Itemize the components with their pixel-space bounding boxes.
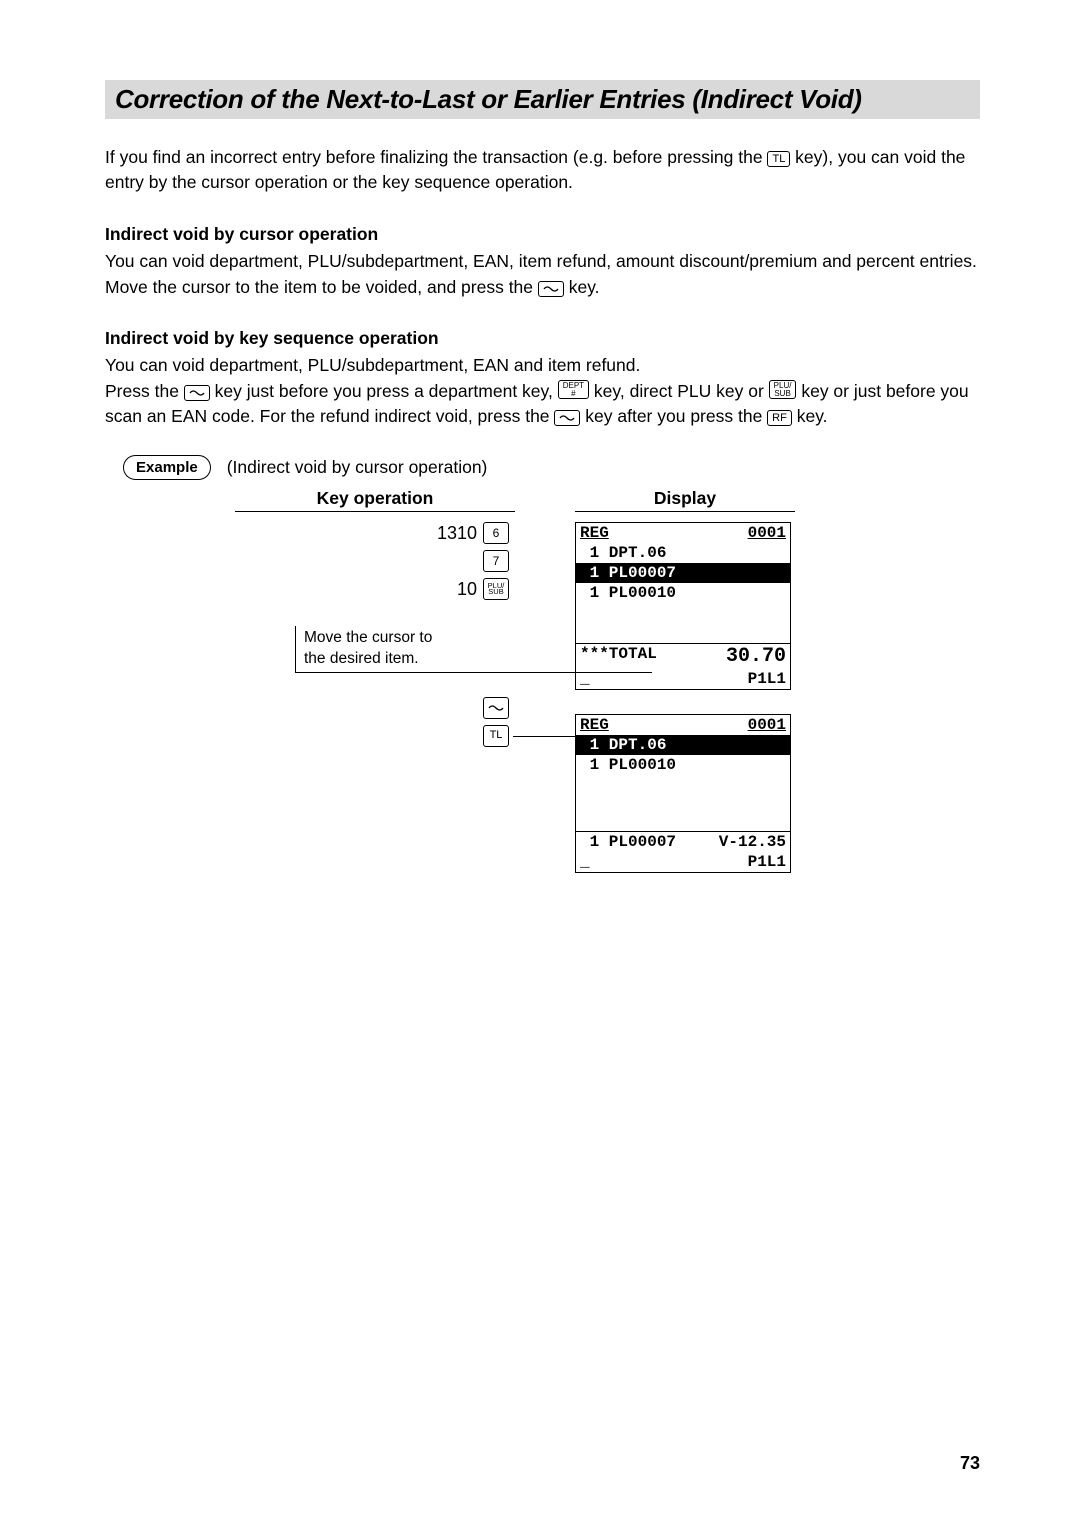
display-row-void: 1 PL00007V-12.35 (576, 831, 790, 852)
keyseq-void-p2: Press the key just before you press a de… (105, 379, 980, 430)
key-row-void (483, 697, 509, 719)
display-row: _P1L1 (576, 852, 790, 872)
display-row: 1 PL00010 (576, 755, 790, 775)
cursor-move-note: Move the cursor to the desired item. (295, 626, 465, 673)
connector-line-icon (513, 736, 619, 737)
void-key-icon (483, 697, 509, 719)
key-sequence: 1310 6 7 10 PLU/ SUB (235, 522, 515, 600)
dept-key-icon: DEPT# (558, 380, 589, 398)
connector-line-icon (465, 672, 652, 673)
key-7: 7 (483, 550, 509, 572)
key-operation-column: Key operation 1310 6 7 10 PLU/ SUB (235, 488, 515, 897)
display-column: Display REG0001 1 DPT.06 1 PL00007 1 PL0… (575, 488, 795, 897)
key-row-3: 10 PLU/ SUB (457, 578, 509, 600)
key-row-2: 7 (483, 550, 509, 572)
key-entry-10: 10 (457, 579, 477, 600)
key-entry-1310: 1310 (437, 523, 477, 544)
section-title: Correction of the Next-to-Last or Earlie… (115, 84, 970, 115)
display-row-selected: 1 DPT.06 (576, 735, 790, 755)
example-label: Example (123, 455, 211, 480)
cursor-void-p2a: Move the cursor to the item to be voided… (105, 277, 538, 297)
cursor-void-p2b: key. (564, 277, 600, 297)
display-screen-1: REG0001 1 DPT.06 1 PL00007 1 PL00010 ***… (575, 522, 791, 690)
intro-paragraph: If you find an incorrect entry before fi… (105, 145, 980, 196)
key-sequence-2: TL (235, 697, 515, 747)
display-row: REG0001 (576, 523, 790, 543)
display-heading: Display (575, 488, 795, 512)
void-key-icon (554, 410, 580, 426)
key-tl: TL (483, 725, 509, 747)
intro-text-1: If you find an incorrect entry before fi… (105, 147, 767, 167)
display-row-total: ***TOTAL30.70 (576, 643, 790, 669)
display-row-selected: 1 PL00007 (576, 563, 790, 583)
tl-key-icon: TL (767, 151, 790, 167)
section-title-banner: Correction of the Next-to-Last or Earlie… (105, 80, 980, 119)
cursor-void-p2: Move the cursor to the item to be voided… (105, 275, 980, 300)
display-row: REG0001 (576, 715, 790, 735)
cursor-void-section: Indirect void by cursor operation You ca… (105, 222, 980, 300)
display-row: 1 DPT.06 (576, 543, 790, 563)
cursor-void-p1: You can void department, PLU/subdepartme… (105, 249, 980, 274)
key-operation-heading: Key operation (235, 488, 515, 512)
cursor-void-heading: Indirect void by cursor operation (105, 222, 980, 247)
void-key-icon (538, 281, 564, 297)
key-row-1: 1310 6 (437, 522, 509, 544)
example-header-row: Example (Indirect void by cursor operati… (123, 455, 980, 480)
example-caption: (Indirect void by cursor operation) (227, 457, 488, 478)
key-6: 6 (483, 522, 509, 544)
keyseq-void-p1: You can void department, PLU/subdepartme… (105, 353, 980, 378)
display-screen-2: REG0001 1 DPT.06 1 PL00010 1 PL00007V-12… (575, 714, 791, 873)
void-key-icon (184, 385, 210, 401)
example-columns: Key operation 1310 6 7 10 PLU/ SUB (235, 488, 980, 897)
keyseq-void-heading: Indirect void by key sequence operation (105, 326, 980, 351)
key-row-tl: TL (483, 725, 509, 747)
display-row: 1 PL00010 (576, 583, 790, 603)
keyseq-void-section: Indirect void by key sequence operation … (105, 326, 980, 430)
plu-sub-key-icon: PLU/SUB (769, 380, 797, 398)
rf-key-icon: RF (767, 410, 792, 426)
page-number: 73 (960, 1453, 980, 1474)
key-plu-sub: PLU/ SUB (483, 578, 509, 600)
